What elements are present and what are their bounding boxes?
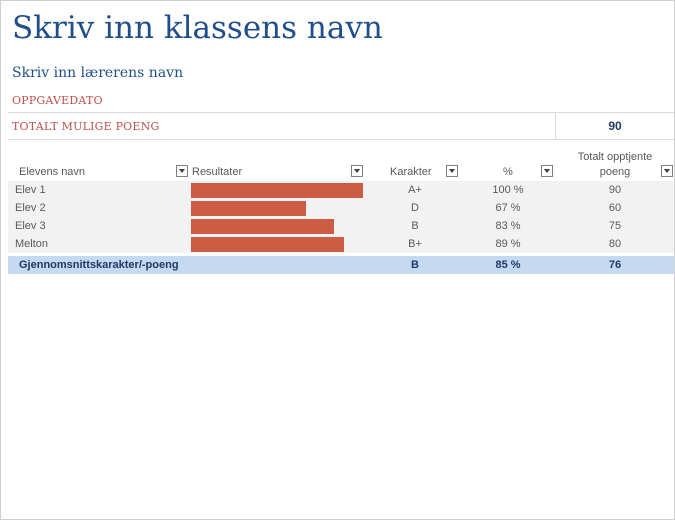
- divider: [8, 112, 674, 113]
- divider: [555, 112, 556, 139]
- filter-dropdown-results[interactable]: [351, 165, 363, 177]
- result-bar: [191, 237, 344, 252]
- table-row[interactable]: Melton B+ 89 % 80: [8, 235, 674, 253]
- student-name[interactable]: Elev 3: [15, 220, 46, 232]
- result-bar: [191, 219, 334, 234]
- student-name[interactable]: Elev 1: [15, 184, 46, 196]
- average-grade: B: [411, 259, 419, 271]
- student-points[interactable]: 80: [608, 238, 622, 250]
- result-bar: [191, 201, 306, 216]
- student-points[interactable]: 90: [608, 184, 622, 196]
- filter-dropdown-percent[interactable]: [541, 165, 553, 177]
- table-row[interactable]: Elev 1 A+ 100 % 90: [8, 181, 674, 199]
- table-row[interactable]: Elev 2 D 67 % 60: [8, 199, 674, 217]
- student-points[interactable]: 60: [608, 202, 622, 214]
- filter-dropdown-points[interactable]: [661, 165, 673, 177]
- total-points-label[interactable]: TOTALT MULIGE POENG: [12, 120, 160, 133]
- student-name[interactable]: Elev 2: [15, 202, 46, 214]
- class-name-title[interactable]: Skriv inn klassens navn: [12, 10, 383, 46]
- student-grade: B+: [408, 238, 422, 250]
- student-name[interactable]: Melton: [15, 238, 49, 250]
- average-label: Gjennomsnittskarakter/-poeng: [19, 259, 179, 271]
- student-points[interactable]: 75: [608, 220, 622, 232]
- column-header-points-line2: poeng: [599, 166, 631, 178]
- column-header-points-line1: Totalt opptjente: [577, 151, 653, 163]
- filter-dropdown-grade[interactable]: [446, 165, 458, 177]
- student-grade: D: [411, 202, 419, 214]
- student-percent: 83 %: [495, 220, 521, 232]
- teacher-name[interactable]: Skriv inn lærerens navn: [12, 65, 184, 81]
- assignment-date-label[interactable]: OPPGAVEDATO: [12, 94, 103, 107]
- average-row: Gjennomsnittskarakter/-poeng B 85 % 76: [8, 256, 674, 274]
- column-header-grade: Karakter: [390, 166, 432, 178]
- column-header-name: Elevens navn: [19, 166, 86, 178]
- total-points-value[interactable]: 90: [608, 119, 622, 133]
- average-percent: 85 %: [495, 259, 521, 271]
- table-row[interactable]: Elev 3 B 83 % 75: [8, 217, 674, 235]
- student-percent: 100 %: [492, 184, 524, 196]
- student-grade: A+: [408, 184, 422, 196]
- result-bar: [191, 183, 363, 198]
- student-percent: 89 %: [495, 238, 521, 250]
- average-points: 76: [608, 259, 622, 271]
- column-header-percent: %: [503, 166, 513, 178]
- student-grade: B: [411, 220, 419, 232]
- divider: [8, 139, 674, 140]
- column-header-results: Resultater: [192, 166, 243, 178]
- student-percent: 67 %: [495, 202, 521, 214]
- filter-dropdown-name[interactable]: [176, 165, 188, 177]
